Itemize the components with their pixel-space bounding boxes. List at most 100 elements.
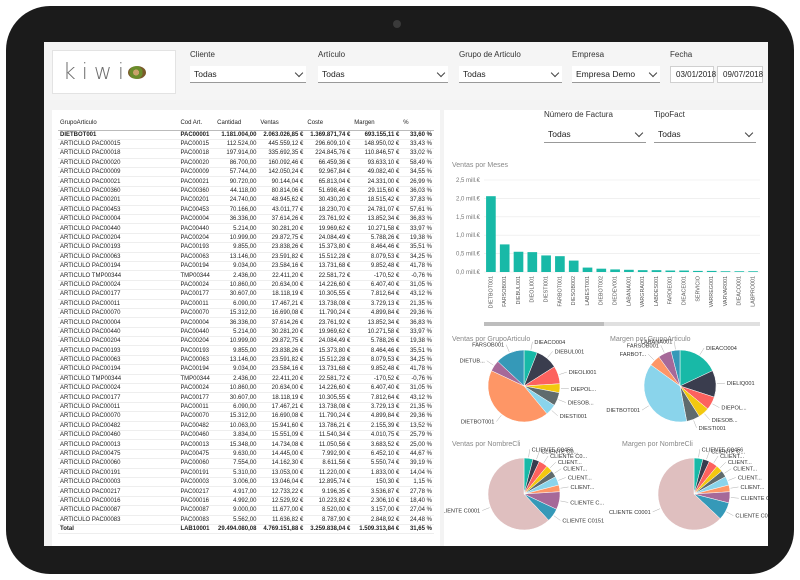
leader-line [536, 451, 540, 460]
table-row[interactable]: ARTICULO PAC00217 PAC00217 4.917,00 12.733,… [58, 486, 434, 497]
col-header[interactable]: GrupoArticulo [58, 116, 179, 131]
col-header[interactable]: Coste [305, 116, 353, 131]
bar[interactable] [555, 256, 565, 272]
table-row[interactable]: ARTICULO PAC00460 PAC00460 3.834,00 15.551,… [58, 430, 434, 441]
pie-slice[interactable] [487, 370, 548, 423]
leader-line [698, 449, 700, 458]
table-row[interactable]: ARTICULO PAC00440 PAC00440 5.214,00 30.281,… [58, 327, 434, 338]
pie-slice[interactable] [657, 457, 721, 531]
table-row[interactable]: ARTICULO PAC00011 PAC00011 6.090,00 17.467,… [58, 402, 434, 413]
table-row[interactable]: ARTICULO PAC00011 PAC00011 6.090,00 17.467,… [58, 299, 434, 309]
bar[interactable] [486, 196, 496, 272]
table-row[interactable]: ARTICULO PAC00060 PAC00060 7.554,00 14.162,… [58, 458, 434, 469]
leader-line [730, 497, 739, 499]
table-row[interactable]: ARTICULO PAC00204 PAC00204 10.999,00 29.872… [58, 233, 434, 244]
articulo-dropdown[interactable]: Todas [318, 66, 448, 83]
table-row[interactable]: ARTICULO PAC00003 PAC00003 3.006,00 13.046,… [58, 477, 434, 488]
table-row[interactable]: ARTICULO PAC00024 PAC00024 10.860,00 20.634… [58, 383, 434, 394]
table-row[interactable]: ARTICULO PAC00194 PAC00194 9.034,00 23.584,… [58, 261, 434, 272]
table-cell: ARTICULO TMP00344 [58, 270, 179, 281]
table-cell: PAC00013 [178, 439, 216, 450]
tipofact-dropdown[interactable]: Todas [654, 126, 756, 143]
pie-slice[interactable] [670, 349, 681, 387]
col-header[interactable]: Cantidad [215, 116, 259, 131]
bar[interactable] [637, 270, 648, 272]
col-header[interactable]: Margen [352, 116, 402, 131]
table-row[interactable]: ARTICULO PAC00063 PAC00063 13.146,00 23.591… [58, 252, 434, 262]
bar[interactable] [499, 244, 510, 272]
table-row[interactable]: ARTICULO PAC00004 PAC00004 36.336,00 37.614… [58, 317, 434, 328]
date-from-input[interactable]: 03/01/2018 [670, 66, 716, 83]
table-row[interactable]: ARTICULO PAC00177 PAC00177 30.607,00 18.118… [58, 289, 434, 300]
table-cell: 10.860,00 [215, 383, 259, 394]
table-total-row[interactable]: Total LAB10001 29.494.080,08 4.769.151,88 €… [58, 524, 434, 535]
table-row[interactable]: ARTICULO TMP00344 TMP00344 2.436,00 22.411,… [58, 374, 434, 385]
table-row[interactable]: ARTICULO PAC00194 PAC00194 9.034,00 23.584,… [58, 364, 434, 375]
bar[interactable] [582, 267, 593, 272]
table-row[interactable]: ARTICULO PAC00360 PAC00360 44.118,00 80.814… [58, 186, 434, 197]
table-row[interactable]: ARTICULO PAC00013 PAC00013 15.348,00 14.734… [58, 439, 434, 450]
bar[interactable] [651, 270, 662, 272]
bar[interactable] [610, 269, 620, 272]
empresa-dropdown[interactable]: Empresa Demo [572, 66, 660, 83]
table-row[interactable]: ARTICULO PAC00015 PAC00015 112.524,00 445.5… [58, 139, 434, 150]
table-row[interactable]: ARTICULO PAC00024 PAC00024 10.860,00 20.634… [58, 280, 434, 291]
table-row[interactable]: ARTICULO TMP00344 TMP00344 2.436,00 22.411,… [58, 270, 434, 281]
bar[interactable] [568, 260, 579, 272]
pie-slice[interactable] [679, 349, 713, 387]
table-row[interactable]: ARTICULO PAC00191 PAC00191 5.310,00 13.053,… [58, 468, 434, 478]
date-to-input[interactable]: 09/07/2018 [717, 66, 763, 83]
pie-label: CLIENTE C0001 [609, 510, 651, 516]
table-row[interactable]: DIETBOT001 PAC00001 1.181.004,00 2.063.026,… [58, 130, 434, 140]
cliente-dropdown[interactable]: Todas [190, 66, 306, 83]
col-header[interactable]: Cod Art. [178, 116, 216, 131]
table-row[interactable]: ARTICULO PAC00021 PAC00021 90.720,00 90.144… [58, 176, 434, 187]
table-row[interactable]: ARTICULO PAC00070 PAC00070 15.312,00 16.690… [58, 411, 434, 422]
pie-slice[interactable] [497, 349, 525, 387]
bar[interactable] [527, 252, 538, 272]
table-row[interactable]: ARTICULO PAC00018 PAC00018 197.914,00 335.6… [58, 148, 434, 159]
table-row[interactable]: ARTICULO PAC00083 PAC00083 5.562,00 11.636,… [58, 515, 434, 525]
bar[interactable] [624, 269, 634, 272]
table-row[interactable]: ARTICULO PAC00020 PAC00020 86.700,00 160.09… [58, 158, 434, 169]
table-row[interactable]: ARTICULO PAC00004 PAC00004 36.336,00 37.614… [58, 214, 434, 225]
pie-slice[interactable] [487, 457, 549, 531]
table-row[interactable]: ARTICULO PAC00440 PAC00440 5.214,00 30.281,… [58, 223, 434, 234]
table-cell: 296.609,10 € [305, 139, 353, 150]
bar[interactable] [706, 270, 717, 272]
bar[interactable] [734, 271, 745, 272]
bar[interactable] [748, 271, 758, 272]
table-row[interactable]: ARTICULO PAC00193 PAC00193 9.855,00 23.838,… [58, 242, 434, 253]
table-row[interactable]: ARTICULO PAC00016 PAC00016 4.992,00 12.529,… [58, 496, 434, 507]
table-row[interactable]: ARTICULO PAC00063 PAC00063 13.146,00 23.591… [58, 355, 434, 366]
kiwi-icon [127, 65, 146, 79]
bar[interactable] [679, 270, 689, 272]
pie-label: DIETBOT001 [606, 408, 640, 414]
table-row[interactable]: ARTICULO PAC00204 PAC00204 10.999,00 29.872… [58, 336, 434, 347]
table-row[interactable]: ARTICULO PAC00453 PAC00453 70.166,00 43.011… [58, 205, 434, 216]
table-cell: 31,05 % [401, 280, 434, 291]
bar[interactable] [720, 271, 731, 272]
table-row[interactable]: ARTICULO PAC00087 PAC00087 9.000,00 11.677,… [58, 505, 434, 516]
factura-dropdown[interactable]: Todas [544, 126, 646, 143]
table-row[interactable]: ARTICULO PAC00070 PAC00070 15.312,00 16.690… [58, 308, 434, 319]
bar-scrollbar[interactable] [484, 322, 760, 326]
bar[interactable] [693, 270, 703, 272]
bar[interactable] [541, 255, 551, 272]
table-row[interactable]: ARTICULO PAC00009 PAC00009 57.744,00 142.05… [58, 167, 434, 178]
table-row[interactable]: ARTICULO PAC00482 PAC00482 10.063,00 15.941… [58, 421, 434, 432]
table-row[interactable]: ARTICULO PAC00475 PAC00475 9.630,00 14.445,… [58, 449, 434, 460]
table-cell: 8.520,00 € [305, 505, 353, 516]
bar[interactable] [665, 270, 676, 272]
table-row[interactable]: ARTICULO PAC00193 PAC00193 9.855,00 23.838,… [58, 345, 434, 356]
grupo-dropdown[interactable]: Todas [459, 66, 562, 83]
col-header[interactable]: Ventas [258, 116, 306, 131]
chevron-down-icon [550, 68, 560, 77]
pie-slice[interactable] [643, 364, 688, 423]
bar-scrollbar-thumb[interactable] [484, 322, 604, 326]
bar[interactable] [513, 251, 524, 272]
bar[interactable] [596, 268, 607, 272]
col-header[interactable]: % [401, 116, 434, 131]
table-row[interactable]: ARTICULO PAC00201 PAC00201 24.740,00 48.945… [58, 195, 434, 206]
table-row[interactable]: ARTICULO PAC00177 PAC00177 30.607,00 18.118… [58, 392, 434, 403]
